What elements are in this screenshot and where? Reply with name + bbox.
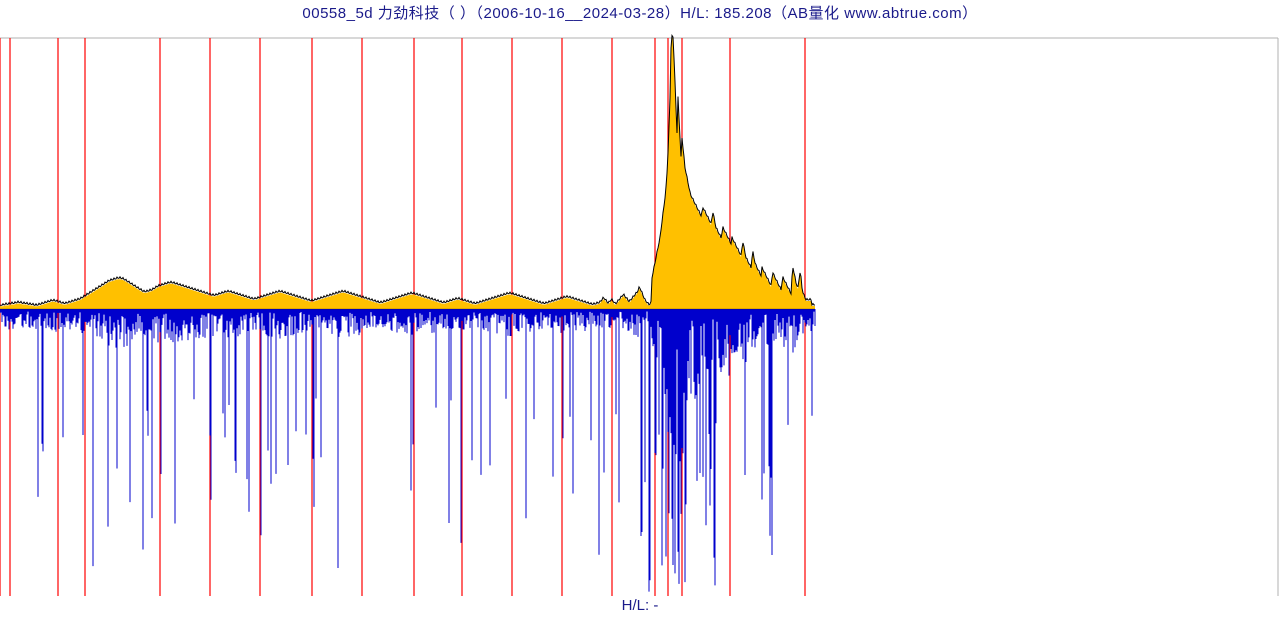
chart-plot (0, 26, 1280, 596)
chart-footer: H/L: - (0, 597, 1280, 614)
chart-title: 00558_5d 力劲科技（ ）（2006-10-16__2024-03-28）… (0, 2, 1280, 23)
